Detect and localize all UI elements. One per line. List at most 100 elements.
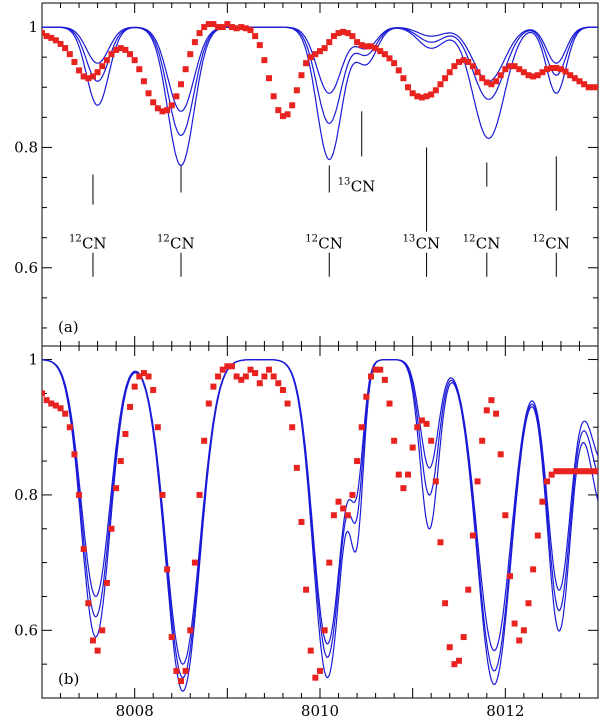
observed-point (266, 366, 273, 373)
observed-point (228, 363, 235, 370)
observed-point (275, 107, 282, 114)
observed-point (567, 468, 574, 475)
observed-point (358, 42, 365, 49)
observed-point (103, 579, 110, 586)
observed-point (215, 24, 222, 31)
observed-point (307, 647, 314, 654)
observed-point (48, 400, 55, 407)
observed-point (414, 93, 421, 100)
species-label: CN (351, 178, 376, 196)
isotope-mass-label: 13 (403, 234, 416, 245)
observed-point (483, 407, 490, 414)
observed-point (89, 73, 96, 80)
observed-point (233, 373, 240, 380)
observed-point (553, 64, 560, 71)
observed-point (520, 627, 527, 634)
x-tick-label: 8012 (486, 702, 524, 720)
observed-point (391, 437, 398, 444)
observed-point (242, 25, 249, 32)
observed-point (173, 93, 180, 100)
observed-point (506, 63, 513, 70)
observed-point (423, 93, 430, 100)
observed-point (516, 637, 523, 644)
observed-point (456, 657, 462, 664)
observed-point (247, 366, 254, 373)
observed-point (335, 498, 342, 505)
observed-point (497, 72, 504, 79)
observed-point (428, 437, 435, 444)
observed-point (544, 478, 551, 485)
observed-point (312, 674, 319, 681)
species-label: CN (82, 235, 107, 253)
observed-point (178, 678, 184, 685)
observed-point (140, 78, 147, 85)
observed-point (205, 400, 212, 407)
x-tick-label: 8010 (301, 702, 339, 720)
observed-point (219, 366, 226, 373)
observed-point (103, 57, 110, 64)
observed-point (284, 111, 291, 118)
observed-point (252, 33, 259, 40)
observed-point (117, 45, 124, 52)
observed-point (581, 81, 588, 88)
observed-point (386, 400, 393, 407)
observed-point (293, 87, 300, 94)
observed-point (99, 627, 106, 634)
observed-point (191, 39, 198, 46)
observed-point (224, 363, 231, 370)
observed-point (159, 108, 166, 115)
observed-point (256, 42, 263, 49)
observed-point (159, 491, 166, 498)
observed-point (557, 66, 564, 73)
observed-point (395, 67, 402, 74)
observed-point (363, 393, 370, 400)
y-tick-label: 1 (28, 351, 38, 369)
observed-point (330, 512, 337, 519)
observed-point (391, 60, 398, 67)
observed-point (242, 373, 249, 380)
y-tick-label: 0.6 (14, 621, 38, 639)
observed-point (150, 387, 157, 393)
observed-point (117, 458, 124, 465)
observed-point (43, 33, 50, 40)
observed-point (85, 75, 92, 82)
observed-point (506, 573, 513, 580)
observed-point (275, 380, 282, 387)
observed-point (298, 519, 305, 525)
isotope-mass-label: 12 (69, 234, 82, 245)
isotope-mass-label: 12 (305, 234, 318, 245)
observed-point (405, 84, 412, 91)
observed-point (386, 55, 393, 62)
observed-point (493, 78, 500, 85)
observed-point (303, 60, 310, 67)
observed-point (279, 113, 286, 120)
observed-point (270, 373, 277, 380)
species-label: CN (318, 235, 343, 253)
observed-point (42, 390, 45, 397)
observed-point (201, 437, 208, 444)
observed-point (71, 58, 78, 65)
observed-point (284, 400, 291, 407)
observed-point (122, 46, 129, 53)
observed-point (516, 66, 523, 73)
observed-point (520, 69, 527, 76)
observed-point (456, 58, 462, 65)
observed-point (131, 57, 138, 64)
y-tick-label: 0.8 (14, 138, 38, 156)
observed-point (465, 58, 472, 65)
observed-point (460, 634, 467, 641)
species-label: CN (476, 235, 501, 253)
observed-point (349, 491, 356, 498)
observed-point (127, 51, 134, 58)
observed-point (145, 90, 152, 97)
observed-point (154, 105, 161, 112)
observed-point (108, 525, 115, 532)
observed-point (446, 644, 453, 651)
observed-point (423, 420, 430, 427)
observed-point (525, 72, 532, 79)
observed-point (303, 586, 310, 593)
observed-point (85, 600, 92, 607)
observed-point (437, 81, 444, 88)
observed-point (539, 69, 546, 76)
observed-point (210, 21, 217, 28)
